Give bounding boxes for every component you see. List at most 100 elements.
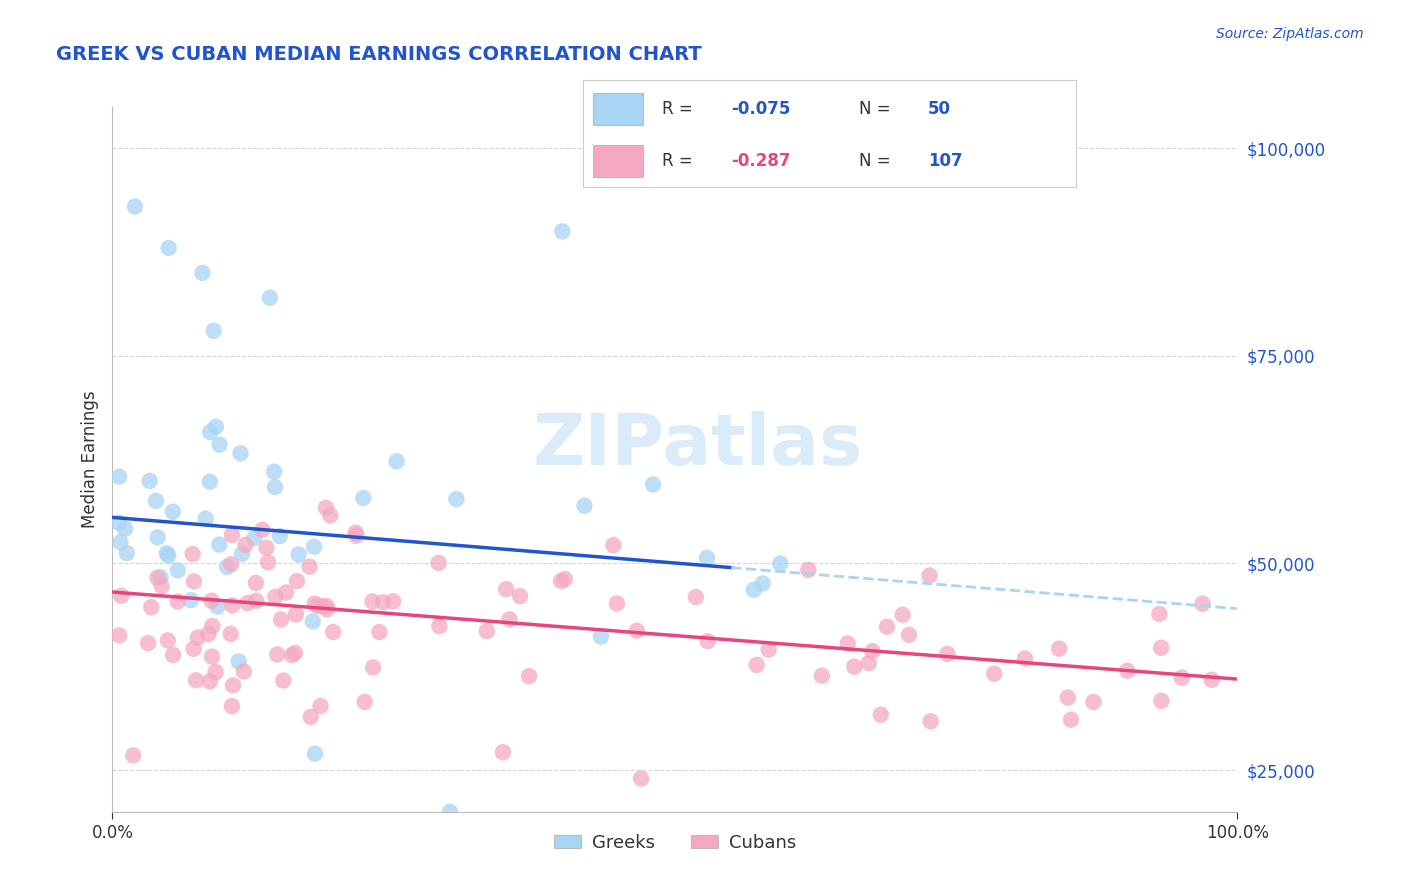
Point [204, 665, 226, 680]
Text: N =: N = [859, 100, 896, 118]
Text: Source: ZipAtlas.com: Source: ZipAtlas.com [1216, 27, 1364, 41]
Point [1149, 607, 1171, 621]
Point [797, 563, 820, 577]
Point [266, 648, 288, 662]
Point [427, 619, 450, 633]
Point [219, 558, 242, 572]
Point [108, 516, 131, 530]
Point [626, 624, 648, 638]
Point [219, 627, 242, 641]
Point [284, 646, 307, 660]
Point [685, 590, 707, 604]
Point [166, 563, 188, 577]
Point [304, 597, 326, 611]
Point [243, 531, 266, 545]
Point [302, 540, 325, 554]
Point [844, 659, 866, 673]
Point [201, 619, 224, 633]
Point [110, 589, 132, 603]
Y-axis label: Median Earnings: Median Earnings [80, 391, 98, 528]
Point [236, 596, 259, 610]
Point [862, 644, 884, 658]
Point [231, 547, 253, 561]
Point [316, 602, 339, 616]
Point [208, 437, 231, 451]
Point [811, 669, 834, 683]
Point [221, 528, 243, 542]
Point [136, 636, 159, 650]
Point [1191, 597, 1213, 611]
Point [475, 624, 498, 639]
Point [198, 674, 221, 689]
Point [162, 648, 184, 662]
Point [232, 665, 254, 679]
FancyBboxPatch shape [593, 145, 643, 177]
Point [307, 599, 329, 613]
Text: N =: N = [859, 152, 896, 169]
Point [385, 454, 408, 468]
Point [263, 465, 285, 479]
Point [284, 607, 307, 622]
Point [1060, 713, 1083, 727]
Point [221, 699, 243, 714]
Point [180, 593, 202, 607]
Text: ZIPatlas: ZIPatlas [533, 411, 862, 480]
Point [898, 628, 921, 642]
Point [1171, 671, 1194, 685]
Point [517, 669, 540, 683]
Text: -0.075: -0.075 [731, 100, 790, 118]
Point [446, 491, 468, 506]
Point [150, 579, 173, 593]
Point [554, 572, 576, 586]
Point [274, 585, 297, 599]
Point [156, 633, 179, 648]
Point [115, 546, 138, 560]
Point [187, 631, 209, 645]
Point [259, 291, 281, 305]
Point [222, 678, 245, 692]
Point [229, 446, 252, 460]
FancyBboxPatch shape [593, 93, 643, 125]
Point [920, 714, 942, 729]
Point [200, 425, 222, 439]
Point [157, 241, 180, 255]
Point [270, 613, 292, 627]
Point [156, 546, 179, 560]
Point [439, 805, 461, 819]
Point [322, 625, 344, 640]
Point [589, 630, 612, 644]
Point [630, 772, 652, 786]
Point [205, 419, 228, 434]
Point [361, 594, 384, 608]
Point [183, 641, 205, 656]
Point [353, 695, 375, 709]
Point [264, 480, 287, 494]
Point [245, 575, 267, 590]
Point [1047, 641, 1070, 656]
Point [315, 599, 337, 614]
Point [198, 475, 221, 489]
Point [208, 538, 231, 552]
Point [1056, 690, 1078, 705]
Point [257, 555, 280, 569]
Text: GREEK VS CUBAN MEDIAN EARNINGS CORRELATION CHART: GREEK VS CUBAN MEDIAN EARNINGS CORRELATI… [56, 45, 702, 63]
Point [869, 707, 891, 722]
Point [371, 595, 394, 609]
Point [301, 615, 323, 629]
Point [304, 747, 326, 761]
Point [114, 522, 136, 536]
Point [201, 594, 224, 608]
Point [509, 589, 531, 603]
Point [745, 657, 768, 672]
Point [166, 594, 188, 608]
Legend: Greeks, Cubans: Greeks, Cubans [547, 827, 803, 859]
Point [181, 547, 204, 561]
Point [309, 699, 332, 714]
Point [149, 570, 172, 584]
Point [1201, 673, 1223, 687]
Text: R =: R = [662, 100, 699, 118]
Point [124, 200, 146, 214]
Point [606, 596, 628, 610]
Point [141, 600, 163, 615]
Point [344, 525, 367, 540]
